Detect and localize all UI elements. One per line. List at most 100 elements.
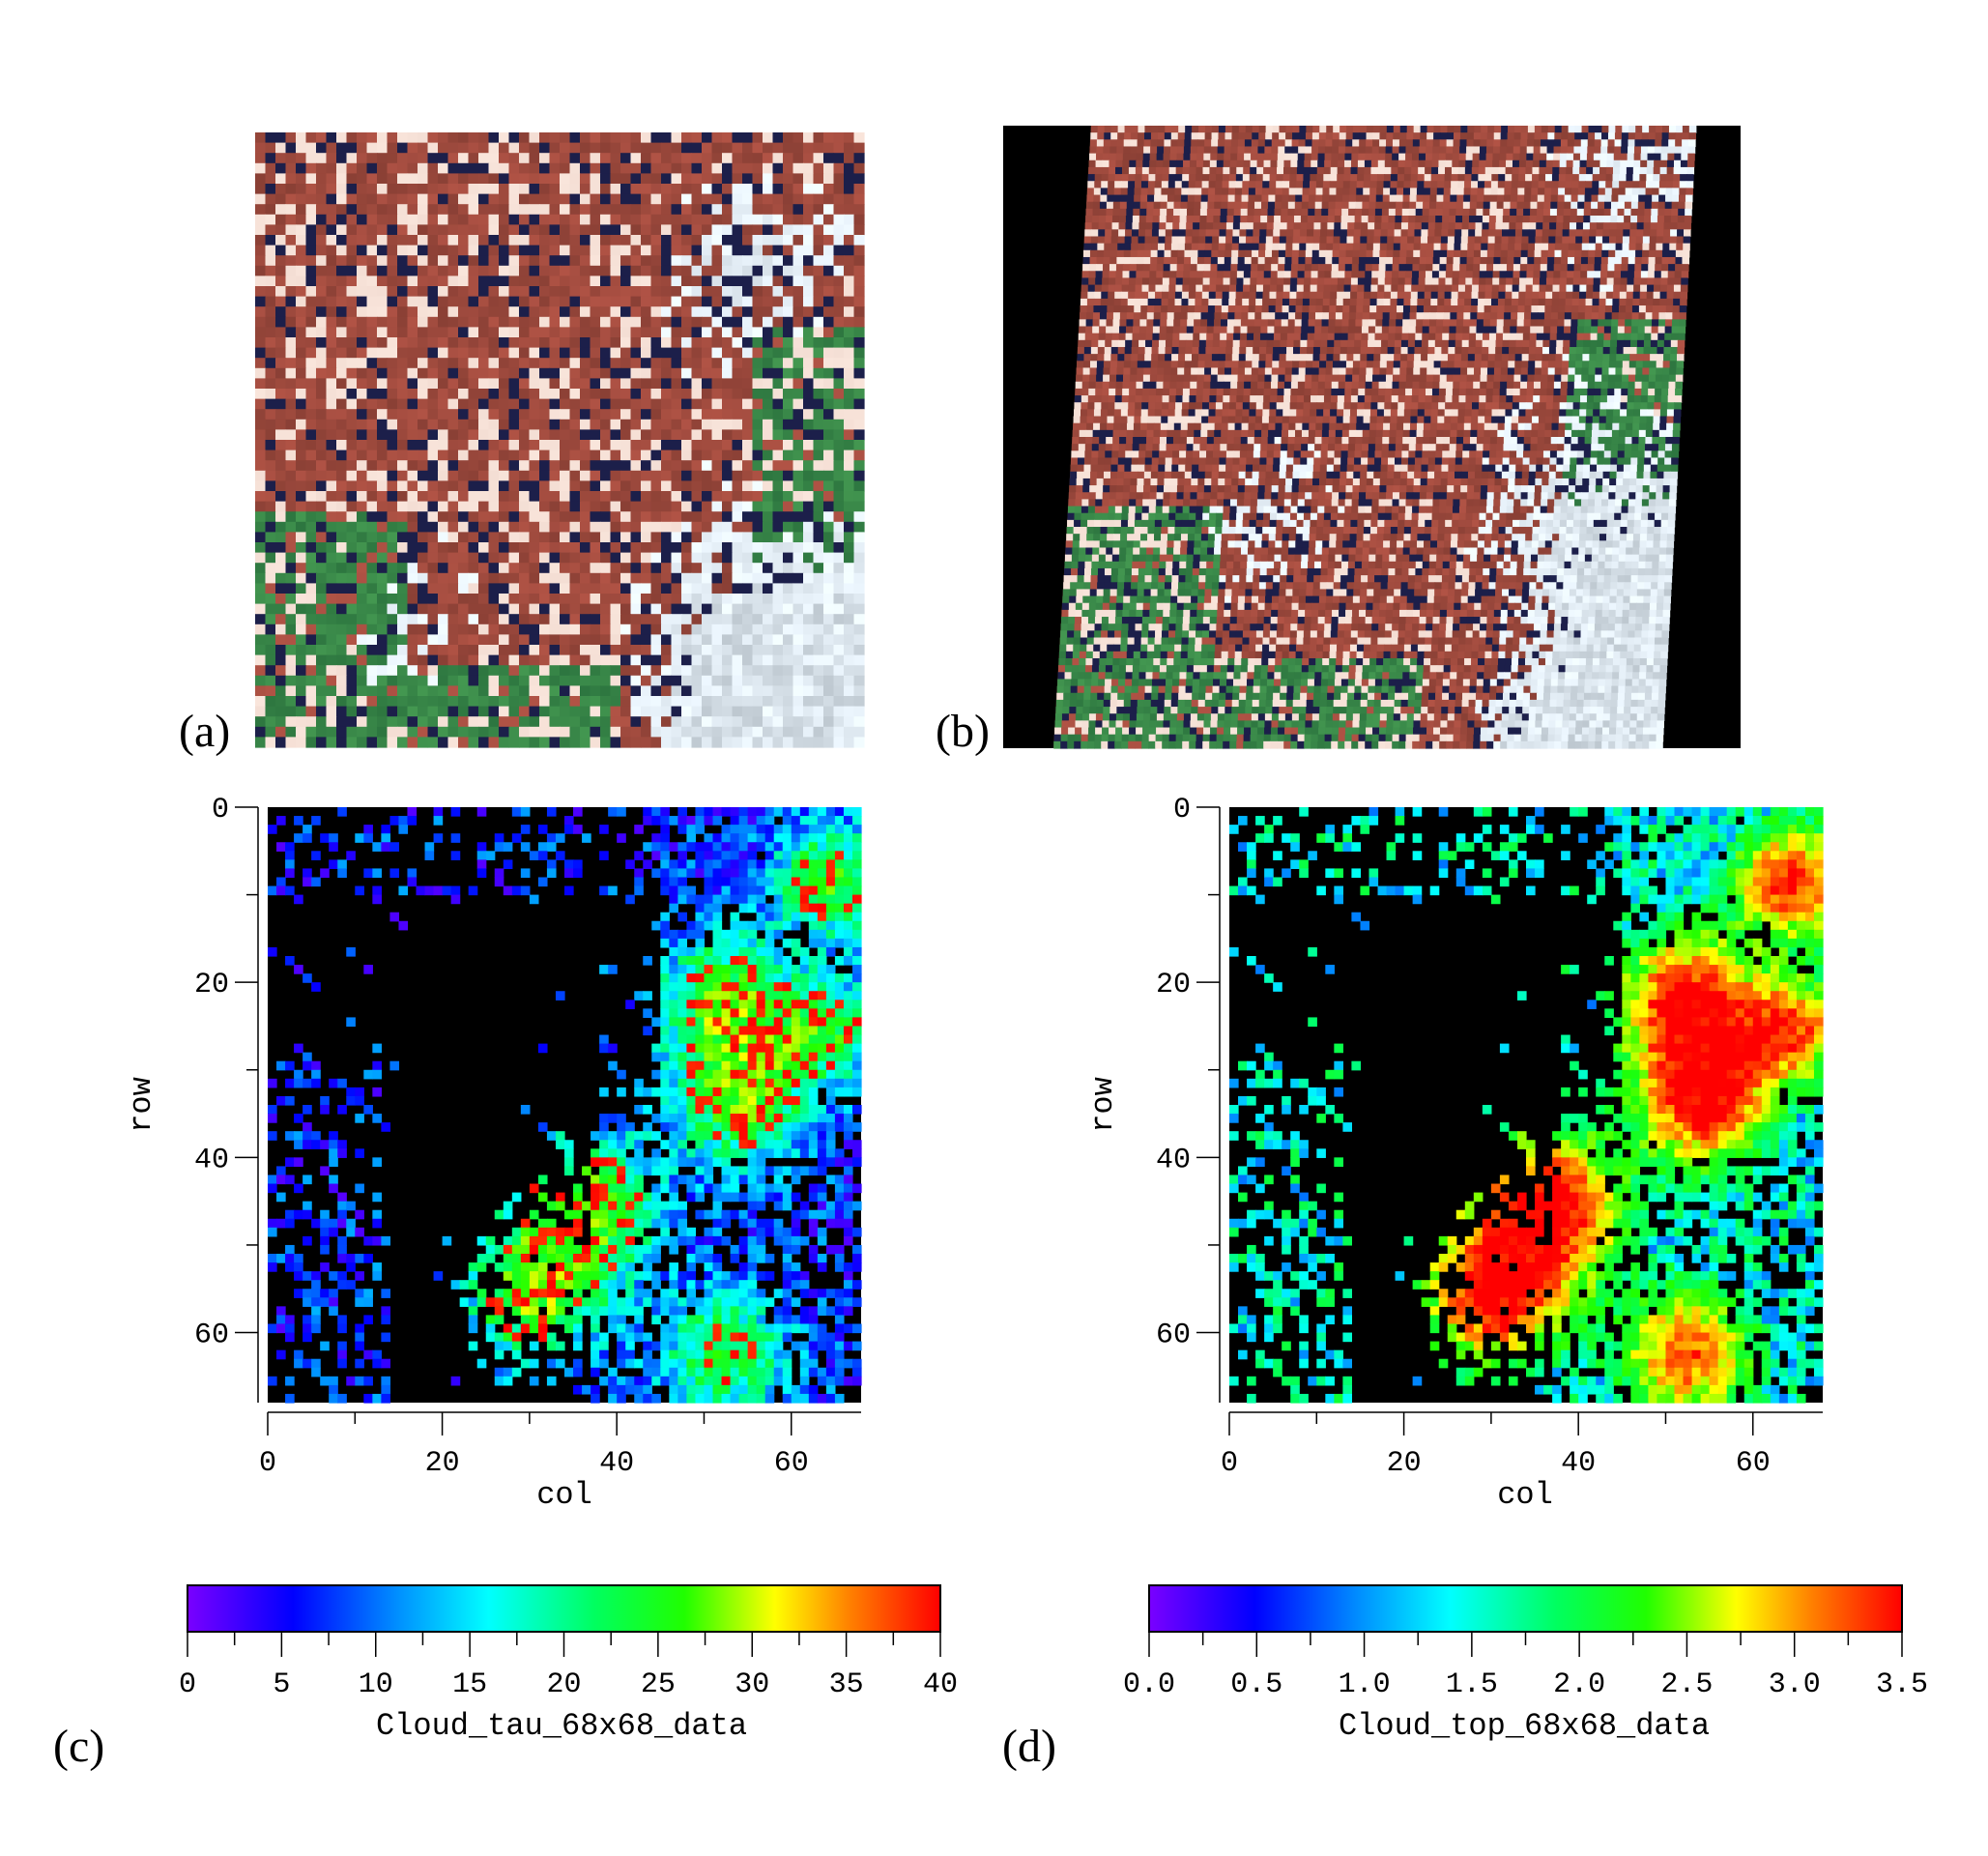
image-pixel bbox=[1088, 166, 1096, 175]
image-pixel bbox=[853, 563, 865, 574]
image-pixel bbox=[763, 726, 774, 738]
image-pixel bbox=[620, 306, 632, 318]
image-pixel bbox=[1146, 201, 1155, 210]
image-pixel bbox=[407, 235, 418, 246]
image-pixel bbox=[418, 511, 429, 523]
image-pixel bbox=[316, 716, 328, 728]
image-pixel bbox=[1117, 132, 1125, 140]
image-pixel bbox=[610, 142, 621, 154]
image-pixel bbox=[296, 286, 307, 298]
image-pixel bbox=[1172, 216, 1181, 223]
image-pixel bbox=[468, 337, 479, 349]
image-pixel bbox=[641, 162, 652, 174]
image-pixel bbox=[1539, 166, 1546, 175]
image-pixel bbox=[508, 429, 520, 441]
image-pixel bbox=[508, 327, 520, 338]
image-pixel bbox=[508, 306, 520, 318]
image-pixel bbox=[641, 603, 652, 615]
image-pixel bbox=[803, 286, 815, 298]
image-pixel bbox=[1503, 201, 1512, 210]
image-pixel bbox=[1426, 139, 1434, 148]
image-pixel bbox=[630, 726, 642, 738]
image-pixel bbox=[346, 316, 358, 328]
image-pixel bbox=[1471, 174, 1479, 182]
image-pixel bbox=[580, 542, 591, 554]
image-pixel bbox=[1254, 188, 1263, 196]
image-pixel bbox=[1538, 188, 1545, 196]
image-pixel bbox=[1373, 229, 1382, 238]
image-pixel bbox=[560, 634, 571, 646]
image-pixel bbox=[1278, 139, 1286, 148]
image-pixel bbox=[620, 337, 632, 349]
image-pixel bbox=[316, 337, 328, 349]
image-pixel bbox=[285, 245, 297, 256]
image-pixel bbox=[763, 153, 774, 164]
image-pixel bbox=[397, 286, 409, 298]
image-pixel bbox=[783, 511, 794, 523]
image-pixel bbox=[447, 378, 459, 390]
image-pixel bbox=[722, 337, 734, 349]
image-pixel bbox=[387, 563, 398, 574]
image-pixel bbox=[630, 214, 642, 225]
image-pixel bbox=[1196, 146, 1205, 155]
image-pixel bbox=[833, 440, 845, 451]
image-pixel bbox=[296, 347, 307, 359]
image-pixel bbox=[1323, 174, 1331, 182]
image-pixel bbox=[1261, 201, 1269, 210]
image-pixel bbox=[722, 583, 734, 594]
image-pixel bbox=[803, 296, 815, 307]
image-pixel bbox=[1188, 188, 1196, 196]
image-pixel bbox=[549, 552, 561, 564]
image-pixel bbox=[732, 409, 743, 420]
image-pixel bbox=[539, 470, 551, 481]
image-pixel bbox=[1265, 126, 1274, 133]
image-pixel bbox=[1648, 139, 1656, 148]
image-pixel bbox=[1166, 222, 1173, 230]
image-pixel bbox=[853, 296, 865, 307]
image-pixel bbox=[702, 726, 713, 738]
image-pixel bbox=[265, 358, 276, 369]
image-pixel bbox=[671, 737, 682, 748]
image-pixel bbox=[833, 583, 845, 594]
image-pixel bbox=[1583, 208, 1592, 217]
image-pixel bbox=[823, 634, 835, 646]
image-pixel bbox=[772, 706, 784, 717]
image-pixel bbox=[1598, 188, 1606, 196]
image-pixel bbox=[560, 235, 571, 246]
image-pixel bbox=[265, 440, 276, 451]
image-pixel bbox=[1546, 139, 1555, 148]
image-pixel bbox=[366, 358, 378, 369]
image-pixel bbox=[1292, 132, 1300, 140]
image-pixel bbox=[742, 614, 754, 625]
image-pixel bbox=[742, 245, 754, 256]
image-pixel bbox=[722, 594, 734, 605]
image-pixel bbox=[1158, 126, 1166, 133]
image-pixel bbox=[377, 737, 389, 748]
image-pixel bbox=[732, 460, 743, 472]
image-pixel bbox=[1166, 216, 1174, 223]
image-pixel bbox=[823, 409, 835, 420]
image-pixel bbox=[1185, 229, 1194, 238]
image-pixel bbox=[1143, 146, 1151, 155]
image-pixel bbox=[630, 419, 642, 430]
image-pixel bbox=[1349, 181, 1358, 188]
image-pixel bbox=[1482, 222, 1490, 230]
image-pixel bbox=[702, 716, 713, 728]
image-pixel bbox=[711, 440, 723, 451]
image-pixel bbox=[661, 378, 673, 390]
image-pixel bbox=[499, 245, 510, 256]
image-pixel bbox=[1301, 208, 1309, 217]
image-pixel bbox=[783, 726, 794, 738]
image-pixel bbox=[711, 265, 723, 276]
image-pixel bbox=[853, 440, 865, 451]
image-pixel bbox=[427, 276, 439, 287]
image-pixel bbox=[1326, 229, 1335, 238]
image-pixel bbox=[813, 696, 824, 708]
image-pixel bbox=[407, 563, 418, 574]
image-pixel bbox=[1497, 194, 1505, 203]
image-pixel bbox=[407, 521, 418, 533]
image-pixel bbox=[458, 563, 470, 574]
image-pixel bbox=[387, 276, 398, 287]
image-pixel bbox=[1244, 153, 1252, 161]
image-pixel bbox=[1450, 194, 1457, 203]
